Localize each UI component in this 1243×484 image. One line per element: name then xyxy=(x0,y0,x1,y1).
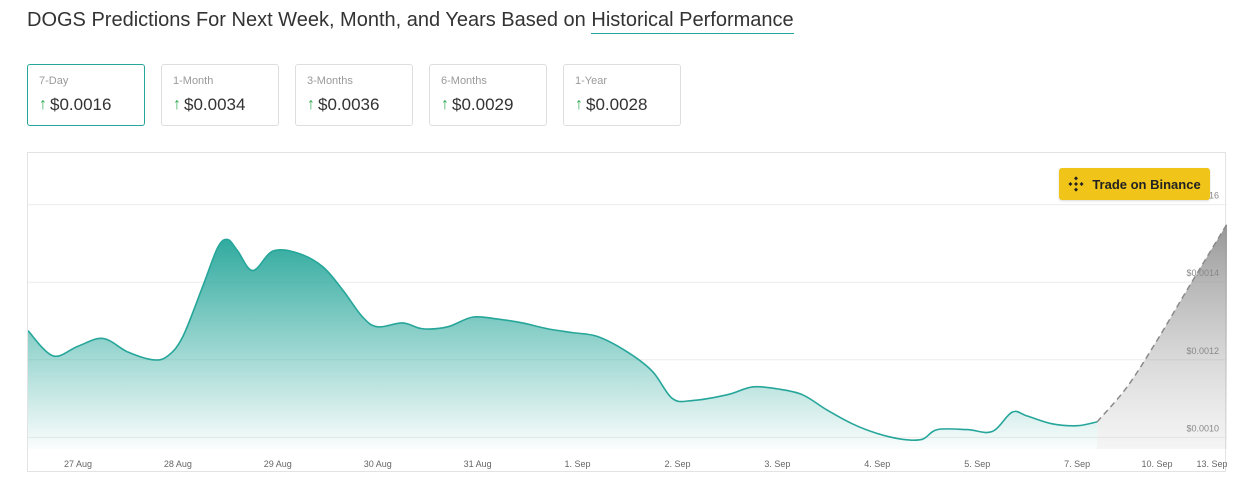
tab-value: $0.0028 xyxy=(586,95,648,114)
tab-label: 3-Months xyxy=(307,75,353,87)
x-tick-label: 28 Aug xyxy=(164,459,192,469)
x-tick-label: 3. Sep xyxy=(764,459,790,469)
tab-3-months[interactable]: 3-Months ↑ $0.0036 xyxy=(295,64,413,126)
forecast-line xyxy=(1096,223,1227,423)
forecast-area xyxy=(1097,224,1227,449)
tab-value: $0.0036 xyxy=(318,95,380,114)
up-arrow-icon: ↑ xyxy=(307,96,315,113)
binance-icon xyxy=(1068,176,1084,192)
x-tick-label: 30 Aug xyxy=(364,459,392,469)
trade-button-label: Trade on Binance xyxy=(1092,176,1201,192)
x-tick-label: 2. Sep xyxy=(664,459,690,469)
historical-performance-link[interactable]: Historical Performance xyxy=(591,9,794,34)
tab-value: $0.0034 xyxy=(184,95,246,114)
x-tick-label: 13. Sep xyxy=(1196,459,1227,469)
tab-label: 1-Year xyxy=(575,75,608,87)
x-tick-label: 4. Sep xyxy=(864,459,890,469)
up-arrow-icon: ↑ xyxy=(575,96,583,113)
tab-1-year[interactable]: 1-Year ↑ $0.0028 xyxy=(563,64,681,126)
x-tick-label: 31 Aug xyxy=(464,459,492,469)
page-title: DOGS Predictions For Next Week, Month, a… xyxy=(27,9,794,34)
y-tick-label: $0.0010 xyxy=(1186,423,1219,433)
tab-label: 7-Day xyxy=(39,75,69,87)
x-tick-label: 7. Sep xyxy=(1064,459,1090,469)
x-tick-label: 29 Aug xyxy=(264,459,292,469)
tab-6-months[interactable]: 6-Months ↑ $0.0029 xyxy=(429,64,547,126)
x-tick-label: 5. Sep xyxy=(964,459,990,469)
tab-label: 6-Months xyxy=(441,75,487,87)
title-prefix: DOGS Predictions For Next Week, Month, a… xyxy=(27,9,586,31)
x-tick-label: 10. Sep xyxy=(1142,459,1173,469)
up-arrow-icon: ↑ xyxy=(441,96,449,113)
tab-7-day[interactable]: 7-Day ↑ $0.0016 xyxy=(27,64,145,126)
prediction-tabs: 7-Day ↑ $0.0016 1-Month ↑ $0.0034 3-Months… xyxy=(27,64,681,126)
trade-on-binance-button[interactable]: Trade on Binance xyxy=(1059,168,1210,200)
x-tick-label: 1. Sep xyxy=(565,459,591,469)
tab-value: $0.0016 xyxy=(50,95,112,114)
y-tick-label: $0.0012 xyxy=(1186,346,1219,356)
up-arrow-icon: ↑ xyxy=(173,96,181,113)
tab-label: 1-Month xyxy=(173,75,214,87)
y-tick-label: $0.0014 xyxy=(1186,268,1219,278)
tab-value: $0.0029 xyxy=(452,95,514,114)
historical-line xyxy=(28,238,1098,442)
tab-1-month[interactable]: 1-Month ↑ $0.0034 xyxy=(161,64,279,126)
up-arrow-icon: ↑ xyxy=(39,96,47,113)
historical-area xyxy=(28,239,1098,449)
x-tick-label: 27 Aug xyxy=(64,459,92,469)
